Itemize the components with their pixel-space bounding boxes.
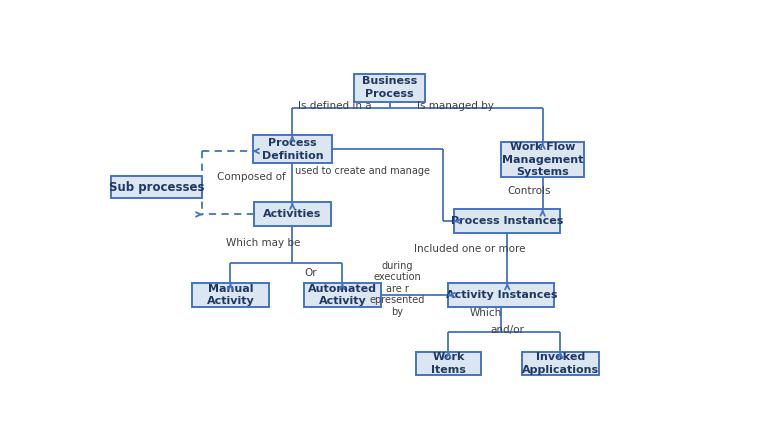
Text: Activity Instances: Activity Instances (445, 290, 557, 300)
Text: Work
Items: Work Items (431, 352, 466, 375)
Text: Work Flow
Management
Systems: Work Flow Management Systems (502, 142, 584, 177)
FancyBboxPatch shape (416, 352, 481, 376)
FancyBboxPatch shape (111, 176, 202, 198)
Text: Or: Or (304, 268, 317, 279)
FancyBboxPatch shape (192, 283, 269, 307)
Text: Process
Definition: Process Definition (261, 138, 323, 161)
FancyBboxPatch shape (304, 283, 381, 307)
Text: Which may be: Which may be (226, 238, 300, 248)
Text: used to create and manage: used to create and manage (296, 166, 430, 176)
FancyBboxPatch shape (454, 209, 560, 233)
Text: Process Instances: Process Instances (451, 216, 563, 227)
Text: Automated
Activity: Automated Activity (308, 284, 377, 306)
Text: Included one or more: Included one or more (414, 244, 526, 255)
Text: Which: Which (470, 308, 502, 318)
Text: Business
Process: Business Process (362, 77, 417, 99)
Text: during
execution
are r
epresented
by: during execution are r epresented by (369, 261, 425, 317)
FancyBboxPatch shape (502, 142, 584, 177)
Text: Manual
Activity: Manual Activity (207, 284, 255, 306)
Text: Controls: Controls (508, 186, 551, 197)
Text: Sub processes: Sub processes (109, 181, 204, 194)
FancyBboxPatch shape (252, 135, 332, 163)
FancyBboxPatch shape (522, 352, 599, 376)
FancyBboxPatch shape (254, 202, 331, 227)
Text: Is managed by: Is managed by (417, 101, 494, 111)
Text: Is defined in a: Is defined in a (299, 101, 372, 111)
Text: Activities: Activities (263, 210, 321, 219)
Text: and/or: and/or (490, 325, 524, 335)
Text: Invoked
Applications: Invoked Applications (522, 352, 599, 375)
FancyBboxPatch shape (354, 73, 425, 102)
FancyBboxPatch shape (448, 283, 555, 307)
Text: Composed of: Composed of (217, 173, 286, 182)
